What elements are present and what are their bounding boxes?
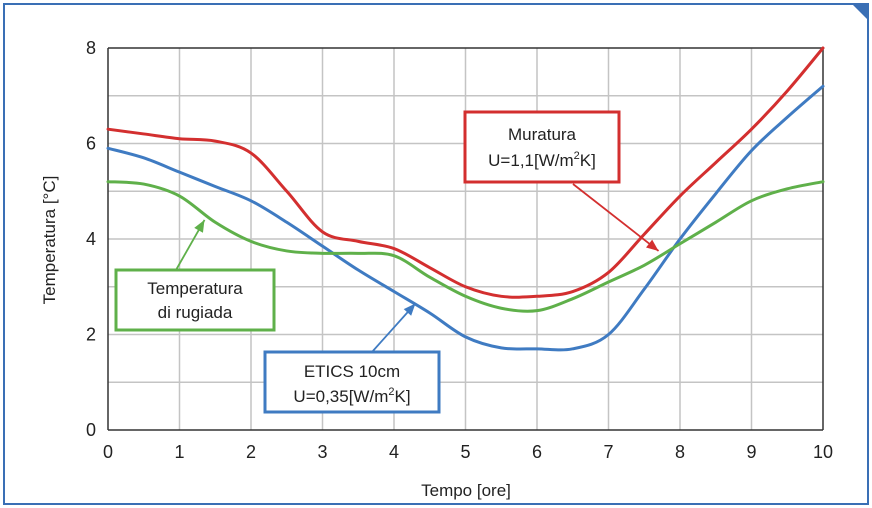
series-line-dew-point	[106, 180, 825, 313]
y-tick-label: 8	[86, 38, 96, 58]
arrow-etics-head	[403, 303, 416, 316]
x-tick-label: 6	[532, 442, 542, 462]
x-tick-label: 9	[746, 442, 756, 462]
annotation-box-dew-point	[114, 268, 276, 332]
arrow-muratura-head	[646, 239, 659, 251]
annotation-dew-point-line2: di rugiada	[158, 303, 233, 322]
annotation-etics: ETICS 10cm U=0,35[W/m2K]	[263, 350, 441, 414]
annotation-etics-line2: U=0,35[W/m2K]	[293, 386, 410, 406]
x-tick-label: 7	[603, 442, 613, 462]
y-tick-label: 4	[86, 229, 96, 249]
annotation-dew-point: Temperatura di rugiada	[114, 268, 276, 332]
x-tick-label: 10	[813, 442, 833, 462]
x-tick-label: 4	[389, 442, 399, 462]
y-tick-labels: 0 2 4 6 8	[86, 38, 96, 440]
x-tick-label: 5	[460, 442, 470, 462]
series-line-etics	[106, 84, 825, 352]
y-tick-label: 6	[86, 134, 96, 154]
x-tick-label: 0	[103, 442, 113, 462]
x-tick-label: 8	[675, 442, 685, 462]
annotation-muratura-line1: Muratura	[508, 125, 577, 144]
y-axis-label: Temperatura [°C]	[40, 176, 59, 305]
y-tick-label: 0	[86, 420, 96, 440]
corner-accent	[852, 4, 868, 20]
y-tick-label: 2	[86, 325, 96, 345]
x-axis-label: Tempo [ore]	[421, 481, 511, 500]
annotation-etics-line1: ETICS 10cm	[304, 362, 400, 381]
axes	[107, 47, 824, 431]
arrow-muratura	[572, 183, 660, 252]
series-line-muratura	[106, 46, 825, 299]
x-tick-label: 3	[317, 442, 327, 462]
figure-border	[3, 3, 869, 505]
x-tick-labels: 0 1 2 3 4 5 6 7 8 9 10	[103, 442, 833, 462]
annotation-box-muratura	[463, 110, 621, 184]
annotation-dew-point-line1: Temperatura	[147, 279, 243, 298]
annotation-arrows	[175, 183, 660, 353]
x-tick-label: 1	[174, 442, 184, 462]
series-lines	[106, 46, 825, 352]
arrow-dew-point-head	[194, 219, 205, 233]
x-tick-label: 2	[246, 442, 256, 462]
annotation-muratura: Muratura U=1,1[W/m2K]	[463, 110, 621, 184]
annotation-box-etics	[263, 350, 441, 414]
annotation-muratura-line2: U=1,1[W/m2K]	[488, 150, 596, 170]
